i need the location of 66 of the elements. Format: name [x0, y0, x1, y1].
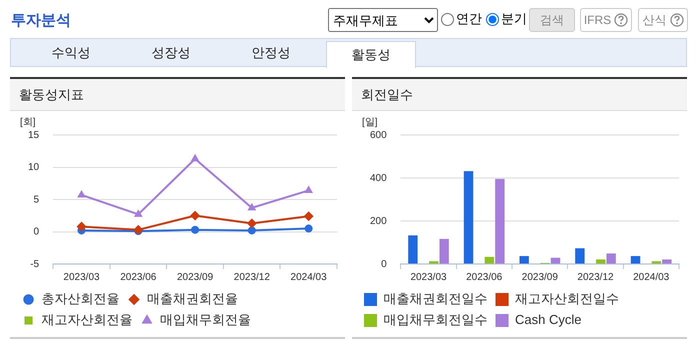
- x-tick-label: 2023/03: [63, 272, 100, 283]
- bar: [495, 178, 505, 264]
- x-tick-label: 2024/03: [633, 272, 670, 283]
- x-tick-label: 2023/09: [176, 272, 214, 283]
- y-tick-label: 0: [34, 226, 40, 238]
- text: 안정성: [250, 44, 292, 62]
- bar: [630, 256, 640, 264]
- text: 주재무제표: [328, 8, 438, 32]
- y-tick-label: 5: [34, 194, 40, 206]
- x-tick-label: 2023/06: [466, 272, 503, 283]
- text: 연간: [455, 10, 482, 28]
- text: 성장성: [150, 44, 192, 62]
- bar: [408, 235, 418, 264]
- y-tick-label: 200: [370, 216, 388, 227]
- chart-title: 활동성지표: [10, 79, 345, 111]
- y-axis-title: [회]: [20, 116, 36, 129]
- point: [191, 154, 199, 162]
- y-tick-label: 10: [28, 162, 40, 173]
- point: [247, 218, 256, 228]
- legend-label: 재고자산회전일수: [515, 291, 619, 306]
- y-tick-label: 600: [370, 130, 388, 141]
- legend-label: 매입채무회전율: [160, 312, 251, 328]
- point: [248, 204, 256, 210]
- legend-label: 매출채권회전율: [147, 291, 238, 306]
- x-tick-label: 2024/03: [290, 272, 328, 283]
- bar: [464, 171, 474, 264]
- legend-label: 재고자산회전율: [42, 312, 132, 328]
- point: [77, 222, 86, 232]
- legend-label: 총자산회전율: [42, 291, 120, 306]
- point: [304, 212, 314, 221]
- x-tick-label: 2023/12: [234, 272, 270, 283]
- legend-label: 매출채권회전일수: [384, 291, 488, 306]
- bar: [519, 256, 529, 264]
- x-tick-label: 2023/09: [522, 272, 558, 283]
- text: 수익성: [50, 44, 92, 62]
- bar: [596, 259, 606, 264]
- bar: [439, 238, 449, 264]
- point: [305, 186, 312, 193]
- y-tick-label: 400: [370, 172, 388, 184]
- bar: [606, 253, 616, 264]
- text: 활동성: [326, 41, 416, 68]
- bar: [575, 248, 585, 264]
- bar: [662, 259, 672, 264]
- text: IFRS: [580, 8, 632, 32]
- bar: [484, 256, 494, 264]
- x-tick-label: 2023/03: [410, 272, 448, 283]
- y-axis-title: [일]: [362, 116, 378, 129]
- y-tick-label: 15: [28, 130, 40, 141]
- point: [304, 224, 313, 233]
- text: 투자분석: [11, 11, 71, 30]
- x-tick-label: 2023/06: [120, 272, 157, 283]
- chart-title: 회전일수: [352, 79, 687, 111]
- point: [191, 226, 200, 234]
- x-tick-label: 2023/12: [577, 272, 614, 283]
- text: 검색: [529, 8, 575, 32]
- point: [134, 210, 142, 217]
- bar: [550, 258, 560, 264]
- point: [248, 226, 256, 234]
- text: 분기: [500, 10, 527, 28]
- point: [190, 211, 200, 220]
- y-tick-label: 0: [381, 258, 388, 270]
- legend-label: 매입채무회전일수: [384, 312, 488, 328]
- text: 산식: [638, 8, 688, 32]
- y-tick-label: -5: [30, 258, 40, 270]
- legend-label: Cash Cycle: [515, 312, 582, 328]
- point: [78, 190, 86, 198]
